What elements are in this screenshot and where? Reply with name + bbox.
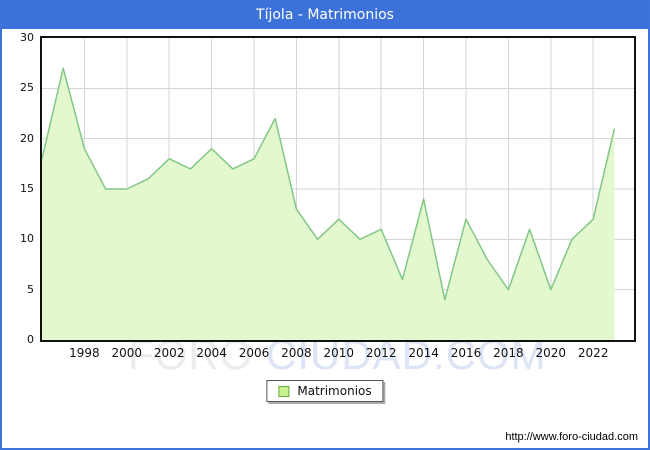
x-tick-label: 2002 [153,346,185,360]
y-tick-label: 5 [27,282,34,296]
y-tick-label: 10 [20,232,34,246]
data-line [42,67,616,301]
plot-area [40,36,636,342]
area-chart-svg [42,38,634,340]
x-tick-label: 2014 [408,346,439,360]
y-tick-label: 15 [20,182,34,195]
footer-link[interactable]: http://www.foro-ciudad.com [505,431,638,443]
legend-label: Matrimonios [297,384,372,398]
y-tick-label: 0 [27,333,34,346]
legend-swatch-icon [278,385,290,397]
legend-box: Matrimonios [266,380,384,402]
y-tick-label: 30 [20,31,34,44]
x-tick-label: 2020 [535,346,567,360]
x-tick-label: 2016 [450,346,482,360]
y-tick-label: 20 [20,131,34,145]
x-tick-label: 2018 [493,346,524,360]
x-tick-label: 2006 [238,346,270,360]
y-tick-label: 25 [20,81,34,95]
x-tick-label: 1998 [69,346,100,360]
area-fill [42,68,615,340]
x-tick-label: 2012 [365,346,397,360]
x-tick-label: 2010 [323,346,355,360]
chart-title: Tíjola - Matrimonios [2,2,648,29]
x-tick-label: 2022 [577,346,609,360]
x-tick-label: 2004 [196,346,227,360]
x-tick-label: 2008 [281,346,312,360]
x-tick-label: 2000 [111,346,143,360]
